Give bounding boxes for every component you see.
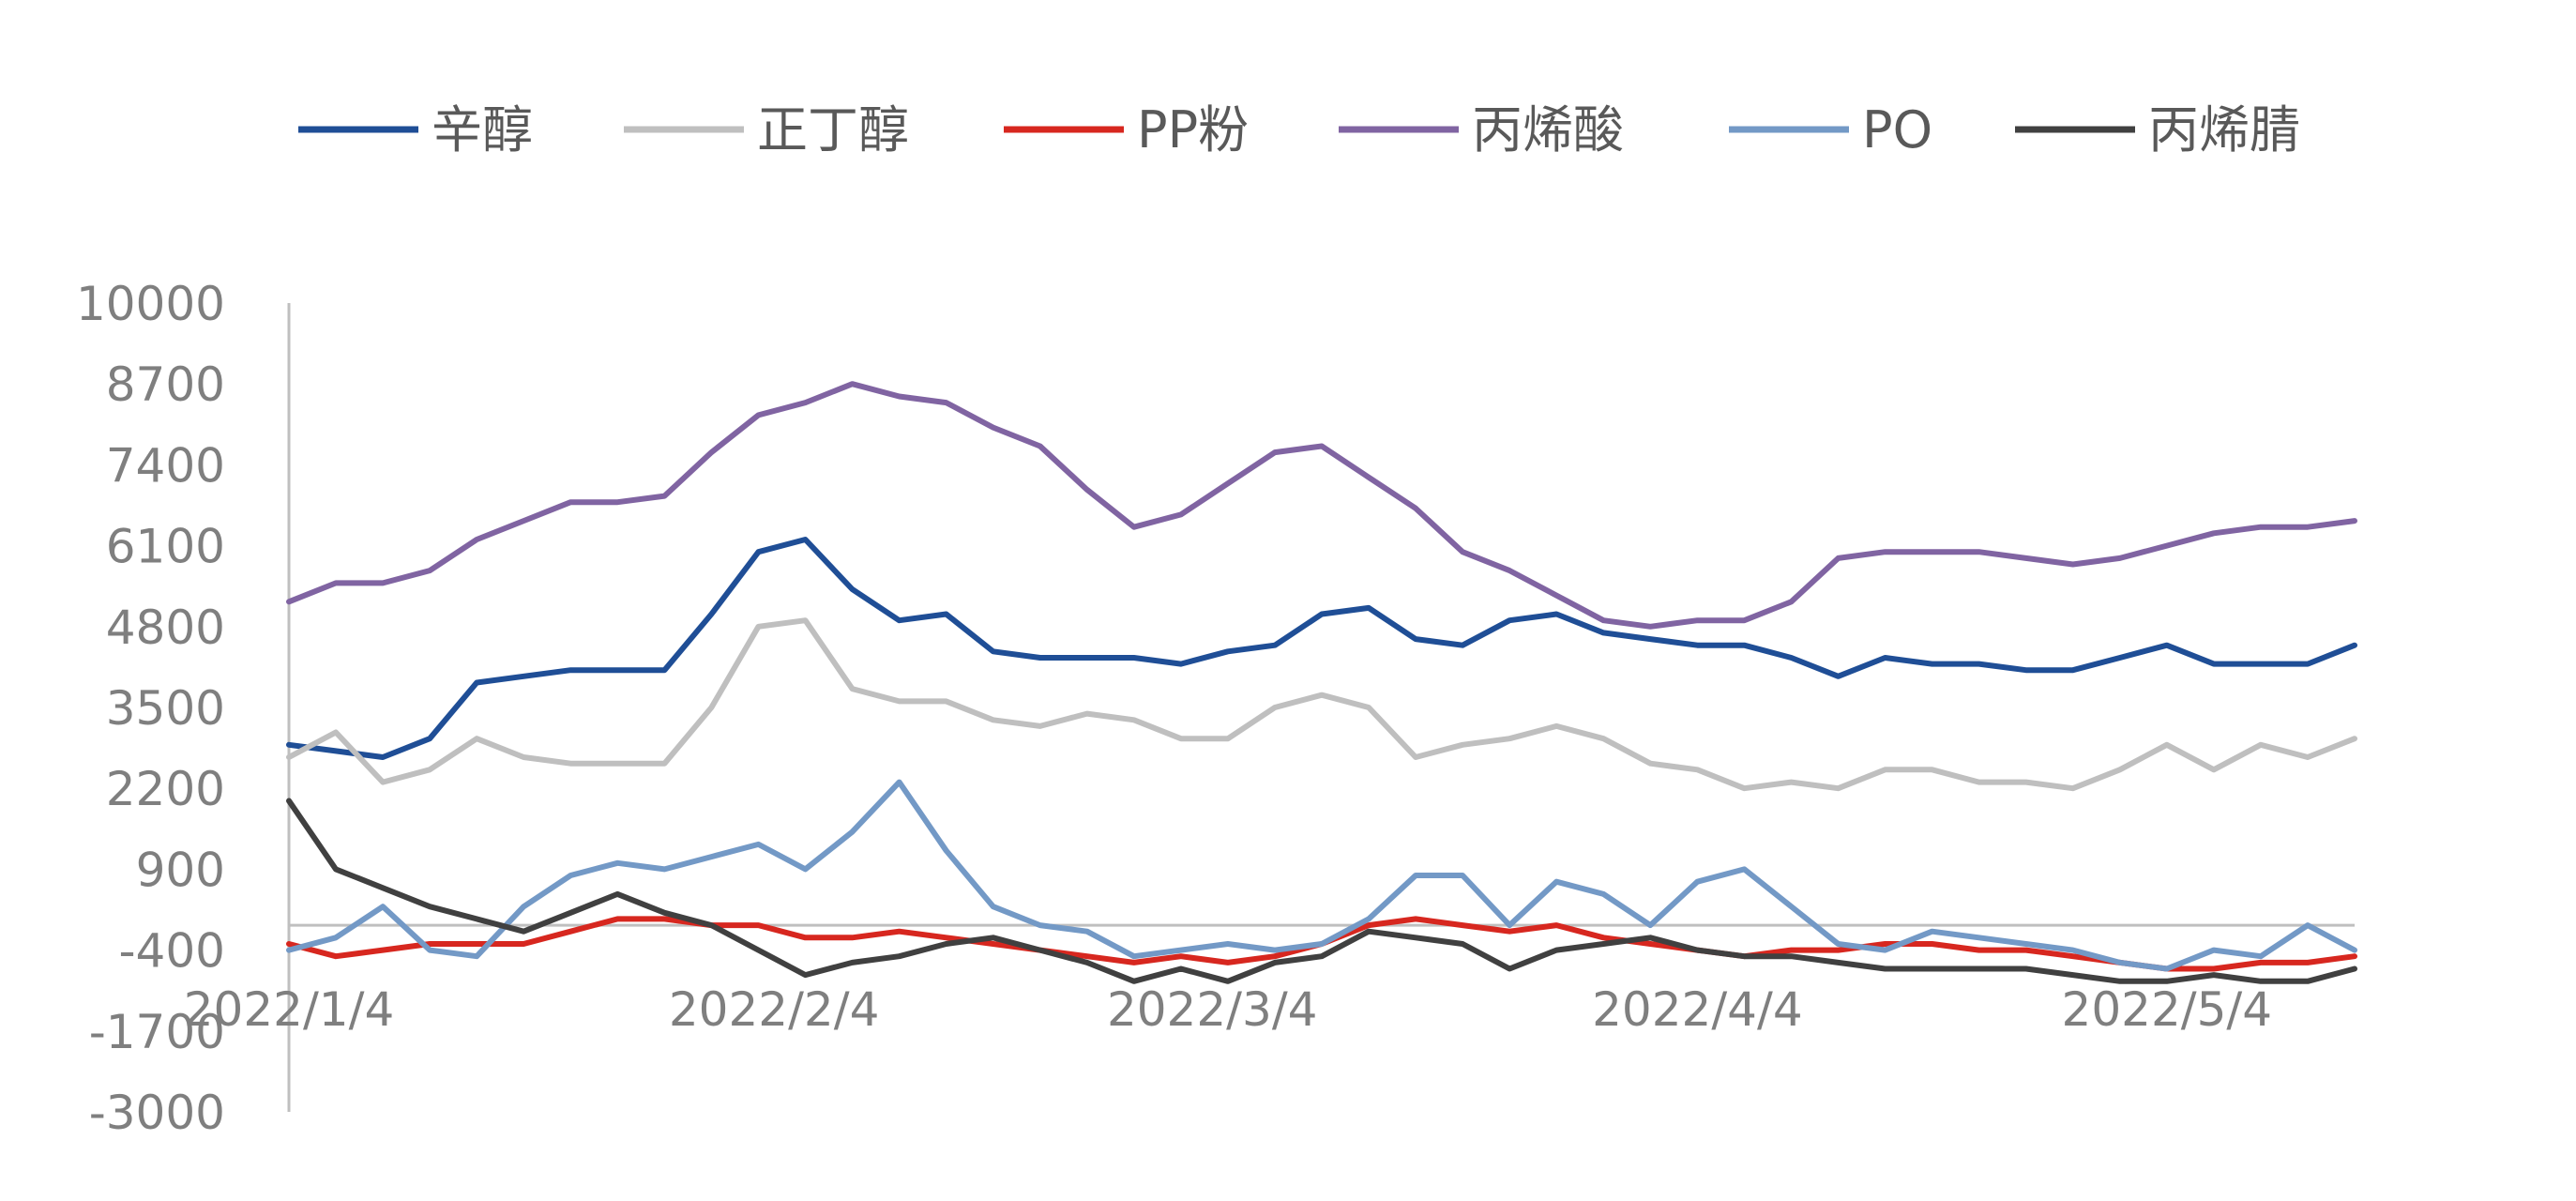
series-lines — [286, 381, 2357, 984]
x-tick-label: 2022/1/4 — [184, 982, 395, 1037]
y-tick-label: 900 — [136, 843, 225, 897]
y-tick-label: 2200 — [106, 762, 225, 816]
series-line-3 — [286, 381, 2357, 630]
y-tick-label: -3000 — [89, 1086, 225, 1140]
legend-label: 正丁醇 — [757, 100, 909, 160]
series-line-0 — [286, 537, 2357, 760]
y-tick-label: 4800 — [106, 600, 225, 655]
legend-label: 辛醇 — [432, 100, 533, 160]
x-tick-label: 2022/5/4 — [2062, 982, 2273, 1037]
y-tick-label: 8700 — [106, 357, 225, 412]
legend-label: PP粉 — [1137, 100, 1249, 160]
legend-label: 丙烯酸 — [1472, 100, 1624, 160]
series-line-4 — [286, 779, 2357, 972]
series-line-1 — [286, 617, 2357, 792]
y-tick-label: 3500 — [106, 681, 225, 736]
x-tick-label: 2022/4/4 — [1592, 982, 1803, 1037]
y-tick-label: 10000 — [76, 277, 225, 331]
y-tick-label: -400 — [119, 924, 225, 979]
x-axis-ticks: 2022/1/4 2022/2/4 2022/3/4 2022/4/4 2022/5/4 — [184, 982, 2272, 1037]
legend-label: 丙烯腈 — [2148, 100, 2300, 160]
chart-legend: 辛醇 正丁醇 PP粉 丙烯酸 PO 丙烯腈 — [298, 100, 2300, 160]
y-axis-ticks: 10000 8700 7400 6100 4800 3500 2200 900 -400 -170… — [76, 277, 225, 1140]
series-line-5 — [286, 798, 2357, 984]
y-tick-label: 6100 — [106, 520, 225, 574]
legend-label: PO — [1862, 100, 1932, 160]
y-tick-label: 7400 — [106, 438, 225, 493]
y-tick-label: -1700 — [89, 1005, 225, 1059]
x-tick-label: 2022/2/4 — [669, 982, 880, 1037]
chart-axes — [287, 303, 2355, 1112]
x-tick-label: 2022/3/4 — [1107, 982, 1318, 1037]
